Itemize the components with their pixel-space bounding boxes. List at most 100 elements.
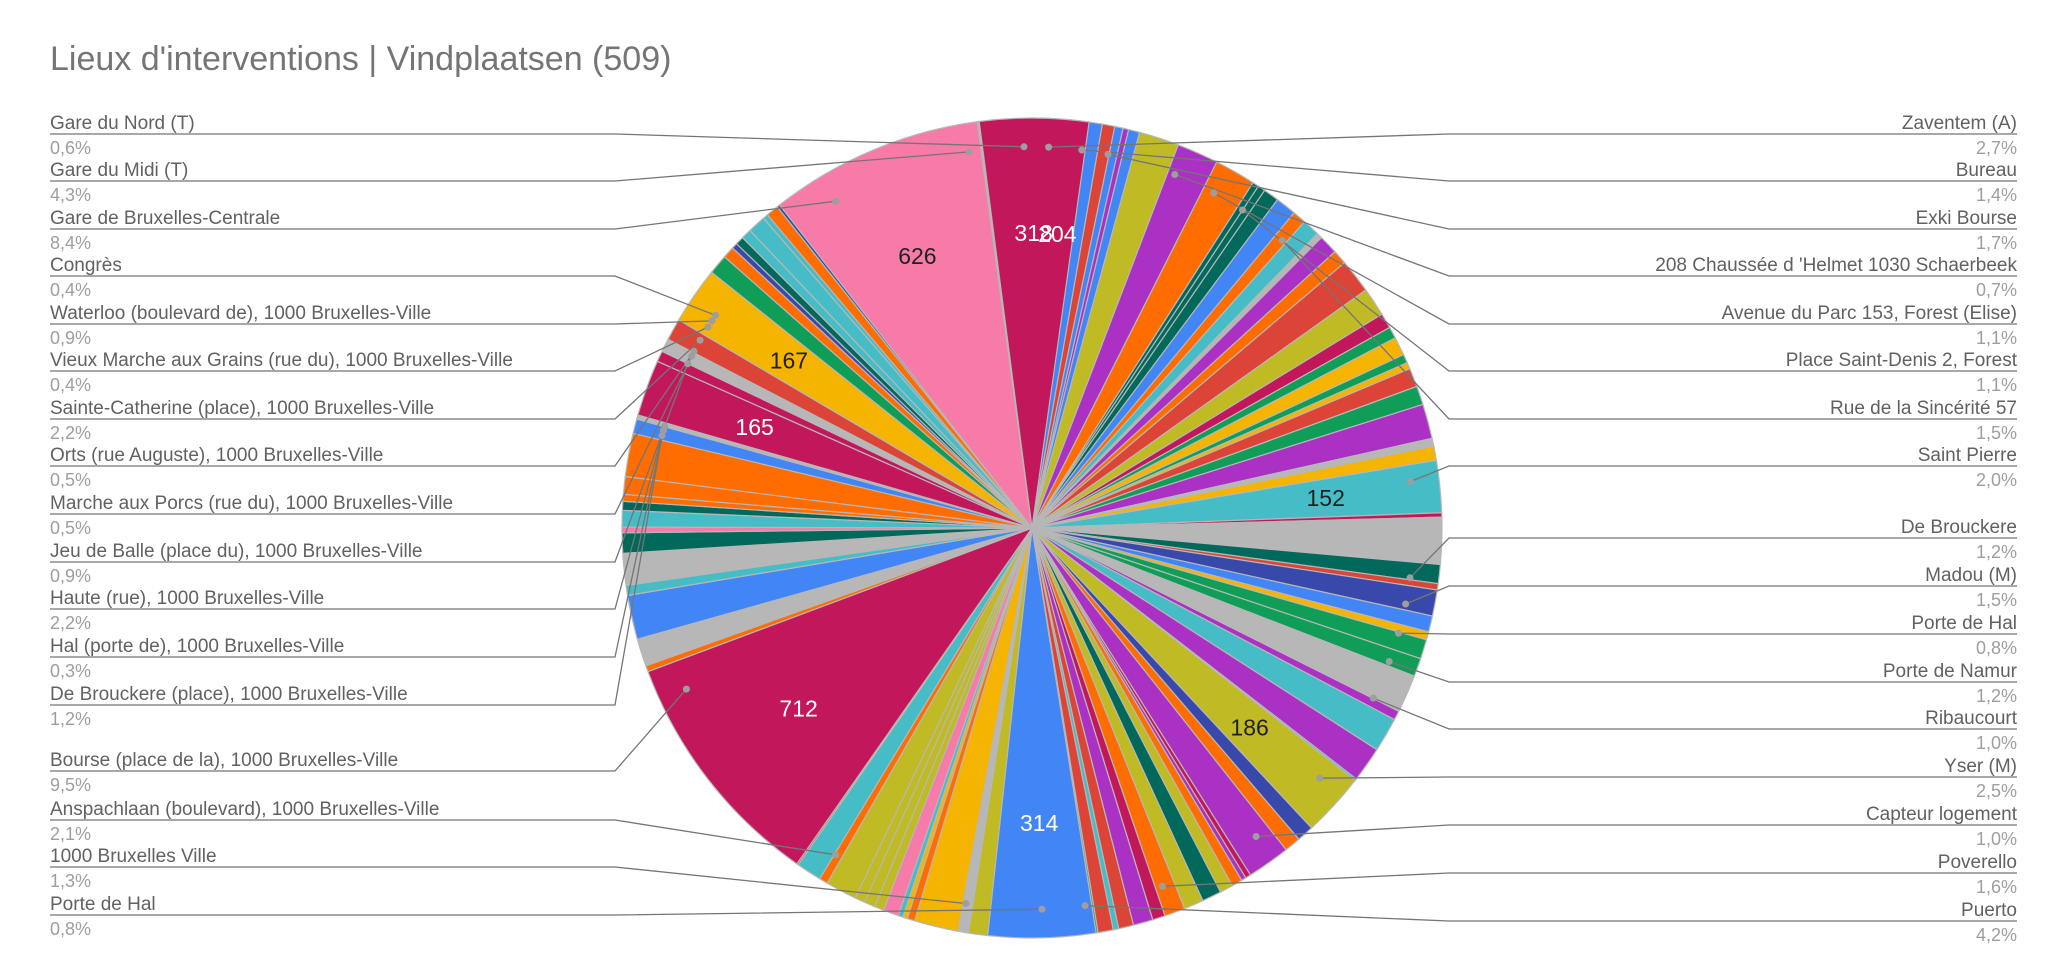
slice-label-name: Marche aux Porcs (rue du), 1000 Bruxelle…	[50, 493, 453, 514]
leader-dot	[1020, 143, 1028, 151]
slice-label-right-6: Rue de la Sincérité 57 1,5%	[1830, 398, 2017, 443]
leader-dot	[1171, 171, 1179, 178]
slice-label-percent: 4,3%	[50, 185, 91, 205]
leader-dot	[1078, 146, 1086, 154]
leader-line	[50, 355, 693, 515]
leader-line	[50, 688, 687, 772]
leader-line	[1174, 173, 2017, 277]
leader-dot	[1278, 236, 1286, 244]
slice-label-left-1: Gare du Midi (T) 4,3%	[50, 160, 188, 205]
leader-line	[50, 425, 666, 610]
leader-line	[1409, 537, 2017, 579]
leader-dot	[832, 851, 840, 859]
slice-label-right-9: Madou (M) 1,5%	[1925, 565, 2017, 610]
slice-label-name: Poverello	[1938, 852, 2017, 873]
slice-label-name: Avenue du Parc 153, Forest (Elise)	[1722, 303, 2017, 324]
pie-slice-major-4	[647, 526, 1034, 865]
slice-value-label: 186	[1230, 715, 1268, 741]
slice-label-percent: 0,9%	[50, 328, 91, 348]
slice-label-right-2: Exki Bourse 1,7%	[1916, 208, 2017, 253]
leader-line	[1405, 585, 2017, 605]
leader-line	[1107, 153, 2017, 230]
slice-value-label: 165	[735, 414, 773, 440]
slice-label-name: 1000 Bruxelles Ville	[50, 846, 217, 867]
slice-value-label: 626	[898, 243, 936, 269]
slice-label-right-12: Ribaucourt 1,0%	[1925, 708, 2018, 753]
slice-label-right-3: 208 Chaussée d 'Helmet 1030 Schaerbeek 0,…	[1655, 255, 2017, 300]
slice-label-name: Exki Bourse	[1916, 208, 2017, 229]
leader-dot	[1316, 774, 1324, 782]
slice-label-name: Bureau	[1956, 160, 2017, 181]
slice-label-name: Anspachlaan (boulevard), 1000 Bruxelles-…	[50, 799, 439, 820]
slice-label-percent: 2,7%	[1976, 138, 2017, 158]
slice-label-left-7: Orts (rue Auguste), 1000 Bruxelles-Ville…	[50, 445, 383, 490]
slice-label-percent: 4,2%	[1976, 925, 2017, 945]
leader-dot	[696, 336, 704, 344]
slice-label-percent: 1,7%	[1976, 233, 2017, 253]
slice-label-name: Porte de Hal	[1911, 613, 2017, 634]
slice-label-name: Haute (rue), 1000 Bruxelles-Ville	[50, 588, 324, 609]
leader-dot	[708, 317, 716, 325]
slice-label-name: Rue de la Sincérité 57	[1830, 398, 2017, 419]
slice-label-name: Gare du Nord (T)	[50, 113, 195, 134]
leader-line	[50, 819, 836, 856]
slice-label-name: Congrès	[50, 255, 122, 276]
leader-dot	[832, 197, 840, 205]
slice-label-percent: 0,6%	[50, 138, 91, 158]
slice-label-percent: 1,5%	[1976, 590, 2017, 610]
slice-label-name: De Brouckere	[1901, 517, 2017, 538]
slice-label-name: Waterloo (boulevard de), 1000 Bruxelles-…	[50, 303, 431, 324]
slice-label-percent: 1,5%	[1976, 423, 2017, 443]
slice-label-left-13: Bourse (place de la), 1000 Bruxelles-Vil…	[50, 750, 398, 795]
slice-label-name: Gare de Bruxelles-Centrale	[50, 208, 280, 229]
slice-label-name: Saint Pierre	[1918, 445, 2017, 466]
leader-dot	[682, 685, 690, 693]
slice-value-label: 152	[1307, 485, 1345, 511]
slice-label-percent: 0,8%	[50, 919, 91, 939]
slice-label-right-10: Porte de Hal 0,8%	[1911, 613, 2017, 658]
slice-label-name: Place Saint-Denis 2, Forest	[1786, 350, 2018, 371]
slice-label-right-13: Yser (M) 2,5%	[1944, 756, 2017, 801]
leader-line	[1081, 149, 2017, 182]
slice-label-name: Bourse (place de la), 1000 Bruxelles-Vil…	[50, 750, 398, 771]
leader-dot	[1045, 143, 1053, 151]
leader-line	[50, 320, 712, 325]
slice-label-right-5: Place Saint-Denis 2, Forest 1,1%	[1786, 350, 2018, 395]
slice-label-percent: 1,4%	[1976, 185, 2017, 205]
slice-label-right-15: Poverello 1,6%	[1938, 852, 2017, 897]
leader-line	[1281, 239, 2017, 420]
slice-label-percent: 9,5%	[50, 775, 91, 795]
leader-line	[1085, 904, 2017, 922]
slice-label-percent: 0,7%	[1976, 280, 2017, 300]
slice-label-left-10: Haute (rue), 1000 Bruxelles-Ville 2,2%	[50, 588, 324, 633]
slice-label-left-6: Sainte-Catherine (place), 1000 Bruxelles…	[50, 398, 434, 443]
slice-label-percent: 1,3%	[50, 871, 91, 891]
leader-line	[50, 275, 716, 316]
slice-label-percent: 0,8%	[1976, 638, 2017, 658]
slice-label-percent: 2,2%	[50, 423, 91, 443]
slice-label-name: Jeu de Balle (place du), 1000 Bruxelles-…	[50, 541, 422, 562]
leader-dot	[1385, 658, 1393, 665]
slice-label-right-14: Capteur logement 1,0%	[1866, 804, 2018, 849]
leader-lines	[50, 133, 2017, 922]
slice-label-name: Hal (porte de), 1000 Bruxelles-Ville	[50, 636, 344, 657]
leader-line	[50, 435, 663, 706]
leader-dot	[1407, 478, 1414, 485]
slice-label-name: Porte de Namur	[1883, 661, 2018, 682]
leader-dot	[962, 900, 970, 907]
slice-label-percent: 8,4%	[50, 233, 91, 253]
leader-dot	[1104, 150, 1112, 158]
slice-label-percent: 1,1%	[1976, 328, 2017, 348]
leader-dot	[712, 311, 719, 319]
leader-line	[50, 908, 1043, 916]
slice-label-name: Porte de Hal	[50, 894, 156, 915]
slice-value-label: 314	[1020, 810, 1059, 836]
slice-label-percent: 0,3%	[50, 661, 91, 681]
pie-slices	[621, 117, 1443, 939]
leader-line	[1213, 192, 2017, 325]
leader-line	[1372, 697, 2017, 730]
leader-dot	[1402, 600, 1410, 608]
leader-line	[1410, 465, 2017, 483]
slice-label-left-9: Jeu de Balle (place du), 1000 Bruxelles-…	[50, 541, 422, 586]
